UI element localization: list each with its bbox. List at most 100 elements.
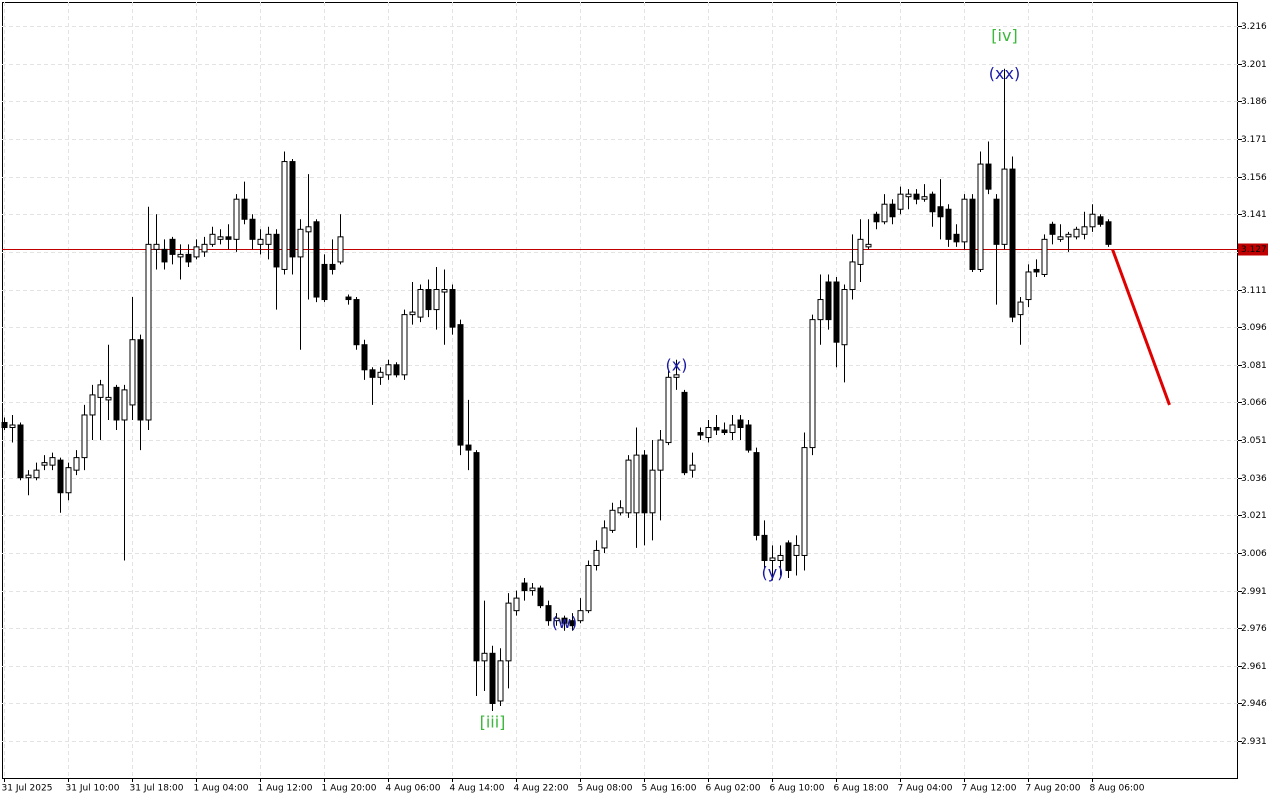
- candle-body: [857, 238, 864, 265]
- candle-body: [209, 233, 216, 245]
- candle-body: [177, 253, 184, 258]
- candle-body: [449, 289, 456, 328]
- y-tick-label: 3.081: [1241, 361, 1267, 371]
- candle-body: [265, 233, 272, 245]
- wave-label: (w): [552, 613, 578, 632]
- candle-body: [57, 459, 64, 494]
- candle-body: [905, 193, 912, 198]
- candle-body: [249, 218, 256, 240]
- candle-body: [281, 161, 288, 270]
- candle-body: [217, 236, 224, 240]
- plot-frame: [2, 2, 1238, 779]
- x-tick-label: 1 Aug 12:00: [258, 784, 313, 794]
- candle-body: [201, 243, 208, 253]
- x-tick-label: 5 Aug 16:00: [642, 784, 697, 794]
- x-tick-label: 31 Jul 2025: [2, 784, 53, 794]
- x-tick-label: 1 Aug 20:00: [322, 784, 377, 794]
- y-tick-label: 3.186: [1241, 97, 1267, 107]
- x-tick-label: 6 Aug 10:00: [770, 784, 825, 794]
- candle-body: [153, 243, 160, 250]
- candle-body: [49, 457, 56, 466]
- candle-body: [737, 419, 744, 429]
- candle-body: [425, 289, 432, 311]
- price-tag-label: 3.127: [1241, 245, 1267, 255]
- candle-body: [697, 432, 704, 436]
- candle-body: [289, 161, 296, 258]
- candle-body: [553, 617, 560, 622]
- candle-body: [953, 233, 960, 243]
- candle-body: [233, 198, 240, 240]
- y-tick-label: 3.156: [1241, 173, 1267, 183]
- candle-body: [145, 243, 152, 421]
- x-tick-label: 1 Aug 04:00: [194, 784, 249, 794]
- candle-body: [601, 527, 608, 549]
- candle-body: [529, 587, 536, 592]
- candle-body: [721, 429, 728, 434]
- y-tick-label: 2.961: [1241, 662, 1267, 672]
- x-tick-label: 31 Jul 10:00: [66, 784, 120, 794]
- candle-body: [1, 421, 8, 429]
- candle-body: [89, 394, 96, 416]
- x-tick-label: 5 Aug 08:00: [578, 784, 633, 794]
- candle-body: [393, 364, 400, 376]
- candle-body: [961, 198, 968, 243]
- candle-body: [689, 464, 696, 471]
- y-tick-label: 3.006: [1241, 549, 1267, 559]
- candle-body: [409, 311, 416, 316]
- candle-body: [537, 587, 544, 607]
- candle-body: [161, 248, 168, 263]
- candle-body: [969, 198, 976, 270]
- candle-body: [865, 243, 872, 248]
- x-tick-label: 7 Aug 04:00: [898, 784, 953, 794]
- candle-body: [505, 602, 512, 662]
- candle-body: [113, 386, 120, 421]
- candle-body: [497, 660, 504, 702]
- y-tick-label: 2.991: [1241, 587, 1267, 597]
- candle-body: [33, 469, 40, 479]
- y-tick-label: 3.216: [1241, 22, 1267, 32]
- y-tick-label: 2.976: [1241, 624, 1267, 634]
- candle-body: [569, 620, 576, 627]
- x-tick-label: 4 Aug 22:00: [514, 784, 569, 794]
- candle-body: [441, 289, 448, 293]
- candle-body: [225, 236, 232, 240]
- candle-body: [1081, 226, 1088, 235]
- y-tick-label: 3.066: [1241, 398, 1267, 408]
- y-tick-label: 3.171: [1241, 135, 1267, 145]
- candle-body: [1025, 271, 1032, 301]
- candle-body: [193, 246, 200, 258]
- candle-body: [433, 289, 440, 311]
- candle-body: [353, 299, 360, 346]
- x-tick-label: 31 Jul 18:00: [130, 784, 184, 794]
- y-tick-label: 3.036: [1241, 474, 1267, 484]
- candle-body: [1065, 233, 1072, 238]
- candle-body: [993, 198, 1000, 245]
- candle-body: [761, 534, 768, 561]
- candle-body: [881, 203, 888, 223]
- candle-body: [777, 554, 784, 561]
- candle-body: [945, 208, 952, 240]
- candle-body: [305, 226, 312, 233]
- candle-body: [329, 263, 336, 270]
- price-tag: [1238, 243, 1268, 256]
- candle-body: [665, 376, 672, 444]
- candle-body: [17, 424, 24, 479]
- candle-body: [921, 196, 928, 200]
- candle-body: [753, 452, 760, 536]
- candle-body: [465, 444, 472, 451]
- candle-body: [577, 610, 584, 622]
- candle-body: [889, 203, 896, 218]
- candle-body: [489, 652, 496, 704]
- wave-label: [iv]: [991, 26, 1017, 45]
- candle-body: [633, 454, 640, 514]
- candle-body: [25, 474, 32, 479]
- candle-body: [1105, 221, 1112, 245]
- candle-body: [625, 459, 632, 514]
- candle-body: [1009, 168, 1016, 318]
- candle-body: [593, 549, 600, 566]
- x-tick-label: 7 Aug 20:00: [1026, 784, 1081, 794]
- candle-body: [1073, 228, 1080, 238]
- x-tick-label: 4 Aug 14:00: [450, 784, 505, 794]
- candle-body: [1097, 216, 1104, 225]
- candle-body: [1041, 238, 1048, 275]
